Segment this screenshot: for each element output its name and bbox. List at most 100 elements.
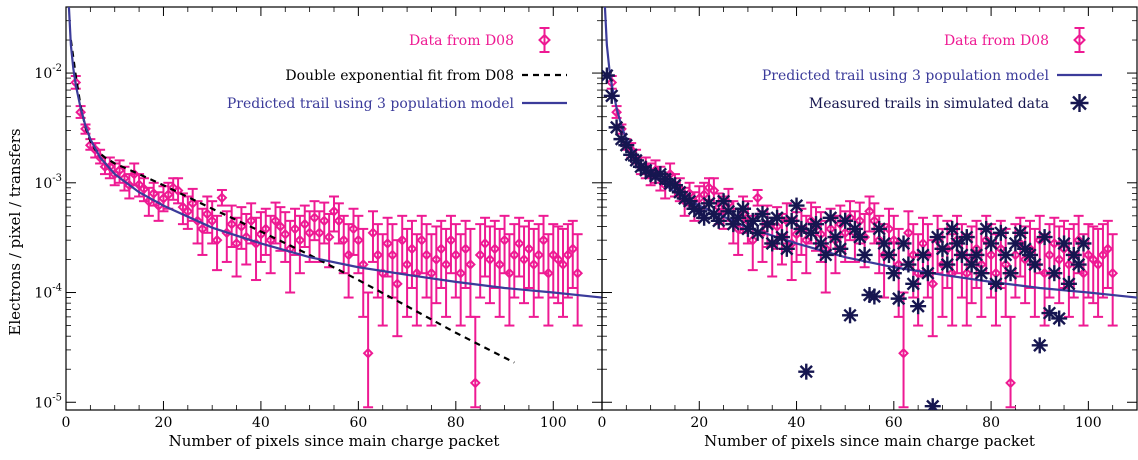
star-stroke <box>960 230 974 244</box>
sim-marker <box>1075 235 1092 252</box>
sim-marker <box>890 290 907 307</box>
x-tick-label: 100 <box>540 415 567 431</box>
star-stroke <box>930 230 945 244</box>
data-marker <box>294 234 306 246</box>
star-stroke <box>955 248 969 262</box>
data-point <box>538 214 549 275</box>
data-point <box>445 214 457 275</box>
y-tick-label: 10-3 <box>34 173 62 192</box>
data-marker <box>1107 267 1119 279</box>
data-marker <box>557 259 569 270</box>
sim-marker <box>769 209 786 226</box>
sim-marker <box>842 307 859 324</box>
data-point <box>309 200 320 242</box>
data-marker <box>396 234 408 246</box>
star-stroke <box>765 236 779 251</box>
data-point <box>523 219 535 289</box>
data-marker <box>328 205 340 217</box>
x-tick-label: 60 <box>349 415 367 431</box>
sim-marker <box>720 203 737 220</box>
data-marker <box>703 182 715 194</box>
star-stroke <box>1028 257 1042 272</box>
sim-marker <box>851 229 868 246</box>
data-point <box>313 210 325 263</box>
data-marker <box>523 243 535 255</box>
star-stroke <box>794 222 809 236</box>
sim-marker <box>710 212 727 229</box>
x-tick-label: 100 <box>1075 415 1102 431</box>
sim-marker <box>1036 229 1053 246</box>
legend-swatch <box>1070 94 1089 112</box>
data-marker <box>479 238 491 249</box>
data-marker <box>362 347 374 359</box>
data-marker <box>299 218 311 230</box>
data-marker <box>270 215 281 227</box>
data-marker <box>128 168 140 180</box>
data-marker <box>883 223 895 235</box>
data-point <box>1102 219 1114 289</box>
star-stroke <box>1057 236 1071 251</box>
x-tick-label: 80 <box>447 415 465 431</box>
star-stroke <box>1042 306 1057 320</box>
data-marker <box>226 218 238 230</box>
sim-marker <box>992 224 1009 241</box>
data-point <box>299 204 311 248</box>
data-marker <box>240 231 252 243</box>
data-marker <box>80 123 91 135</box>
data-point <box>1097 223 1109 299</box>
data-point <box>752 188 764 207</box>
star-stroke <box>770 211 784 225</box>
data-marker <box>752 192 764 204</box>
data-marker <box>323 231 335 243</box>
data-marker <box>201 208 213 220</box>
sim-marker <box>1056 235 1073 252</box>
data-point <box>352 214 364 275</box>
star-stroke <box>814 236 828 251</box>
data-marker <box>518 254 530 265</box>
sim-marker <box>764 235 781 252</box>
data-marker <box>513 238 525 249</box>
star-stroke <box>877 236 891 251</box>
data-marker <box>89 144 101 156</box>
sim-marker <box>788 197 805 214</box>
star-stroke <box>602 68 614 83</box>
data-marker <box>499 234 510 246</box>
data-marker <box>1092 259 1104 270</box>
star-stroke <box>935 242 950 256</box>
data-marker <box>206 215 218 227</box>
star-stroke <box>609 120 624 134</box>
star-stroke <box>940 257 954 272</box>
data-point <box>513 216 525 278</box>
sim-marker <box>603 87 620 104</box>
sim-marker <box>856 246 873 263</box>
data-point <box>460 219 471 289</box>
data-point <box>416 214 428 275</box>
star-stroke <box>916 248 930 262</box>
data-point <box>518 225 530 305</box>
legend-swatch <box>538 33 551 47</box>
x-tick-label: 40 <box>788 415 806 431</box>
y-axis-title: Electrons / pixel / transfers <box>6 128 24 335</box>
star-stroke <box>994 226 1008 240</box>
star-stroke <box>760 217 774 231</box>
data-point <box>927 239 939 338</box>
data-point <box>216 188 228 207</box>
data-marker <box>211 234 223 246</box>
data-point <box>182 195 194 230</box>
sim-marker <box>808 216 824 233</box>
data-point <box>153 191 164 222</box>
data-marker <box>279 228 291 240</box>
data-point <box>567 219 579 289</box>
data-point <box>333 202 345 245</box>
data-point <box>377 233 389 327</box>
sim-marker <box>910 298 927 315</box>
data-point <box>474 223 486 299</box>
star-stroke <box>707 207 721 221</box>
sim-marker <box>1060 275 1077 292</box>
star-stroke <box>702 196 716 210</box>
data-point <box>465 227 476 318</box>
sim-marker <box>958 229 975 246</box>
data-point <box>479 216 491 278</box>
star-stroke <box>1047 266 1061 280</box>
x-tick-label: 40 <box>252 415 270 431</box>
